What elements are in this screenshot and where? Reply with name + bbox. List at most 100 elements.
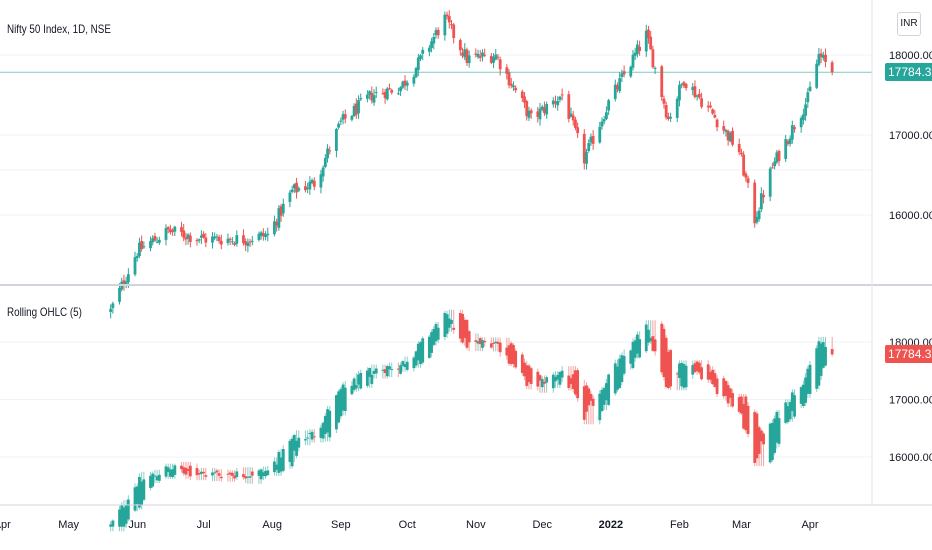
rolling-body — [427, 336, 431, 358]
candle-body — [777, 151, 781, 161]
rolling-body — [359, 372, 363, 389]
rolling-body — [496, 341, 500, 344]
candle-body — [140, 240, 144, 250]
candle-body — [498, 59, 502, 70]
x-tick-label: Feb — [670, 519, 689, 531]
candle-body — [200, 235, 203, 238]
candle-body — [365, 94, 369, 99]
candle-body — [133, 257, 137, 275]
rolling-body — [808, 364, 812, 394]
rolling-body — [664, 337, 668, 387]
candle-body — [700, 98, 703, 107]
candle-body — [512, 85, 515, 88]
rolling-body — [273, 461, 276, 473]
rolling-body — [775, 411, 779, 443]
candle-body — [419, 55, 422, 60]
candle-body — [450, 24, 453, 26]
rolling-body — [126, 499, 130, 520]
candle-body — [264, 234, 267, 238]
rolling-body — [600, 389, 604, 411]
rolling-body — [682, 364, 686, 388]
rolling-body — [248, 476, 252, 478]
rolling-body — [574, 370, 577, 395]
rolling-body — [323, 416, 327, 434]
candle-body — [171, 230, 175, 233]
candle-body — [109, 308, 113, 312]
candle-body — [233, 243, 236, 245]
candle-body — [680, 84, 684, 86]
candle-body — [633, 52, 637, 56]
candle-body — [556, 100, 560, 106]
candle-body — [458, 40, 462, 51]
rolling-body — [295, 440, 298, 456]
x-tick-label: Mar — [732, 519, 751, 531]
candle-body — [250, 240, 254, 242]
candle-body — [742, 154, 746, 176]
candle-body — [724, 129, 728, 132]
currency-badge[interactable]: INR — [897, 12, 921, 36]
candle-body — [328, 150, 332, 152]
candle-body — [613, 84, 617, 99]
candle-body — [600, 121, 604, 127]
candle-body — [343, 114, 347, 119]
rolling-body — [447, 318, 451, 328]
rolling-body — [259, 469, 263, 480]
candle-body — [297, 188, 301, 191]
candle-body — [620, 73, 624, 77]
rolling-body — [370, 374, 374, 384]
rolling-body — [478, 338, 482, 345]
candle-body — [786, 141, 790, 145]
candle-body — [653, 67, 657, 69]
rolling-body — [142, 479, 146, 500]
candle-body — [273, 221, 276, 235]
candle-body — [582, 133, 586, 164]
rolling-body — [569, 378, 573, 385]
rolling-body — [715, 378, 719, 394]
candle-body — [819, 53, 823, 57]
x-tick-label: Aug — [262, 519, 282, 531]
rolling-body — [684, 365, 688, 388]
rolling-body — [228, 472, 232, 475]
rolling-body — [585, 385, 588, 412]
candle-body — [164, 228, 168, 240]
candle-body — [492, 57, 495, 63]
rolling-body — [620, 355, 624, 382]
rolling-body — [111, 520, 115, 527]
rolling-body — [153, 475, 157, 477]
candle-body — [589, 136, 593, 143]
rolling-body — [662, 328, 666, 378]
candle-body — [806, 92, 810, 103]
rolling-body — [777, 418, 781, 444]
y-tick-label-indicator: 16000.00 — [889, 452, 932, 464]
candle-body — [173, 226, 177, 232]
rolling-body — [666, 351, 670, 388]
candle-body — [618, 78, 622, 92]
candle-body — [335, 129, 338, 151]
candle-body — [436, 29, 440, 36]
rolling-body — [184, 467, 188, 475]
rolling-body — [399, 365, 402, 374]
candle-body — [118, 288, 121, 302]
rolling-body — [443, 312, 447, 337]
y-tick-label-main: 16000.00 — [889, 210, 932, 222]
rolling-body — [343, 387, 347, 411]
candle-body — [574, 119, 577, 128]
rolling-body — [186, 468, 190, 471]
candle-body — [494, 54, 498, 60]
candle-body — [295, 182, 298, 193]
rolling-body — [124, 504, 128, 524]
rolling-body — [755, 413, 759, 459]
candle-body — [219, 240, 223, 245]
rolling-body — [591, 398, 595, 406]
rolling-body — [529, 368, 533, 384]
rolling-body — [678, 363, 681, 379]
rolling-body — [401, 361, 405, 366]
rolling-body — [118, 509, 121, 527]
rolling-body — [290, 438, 294, 467]
rolling-body — [467, 331, 471, 343]
rolling-body — [244, 476, 248, 479]
rolling-body — [383, 369, 387, 374]
candle-body — [815, 63, 819, 88]
candle-body — [308, 181, 312, 190]
